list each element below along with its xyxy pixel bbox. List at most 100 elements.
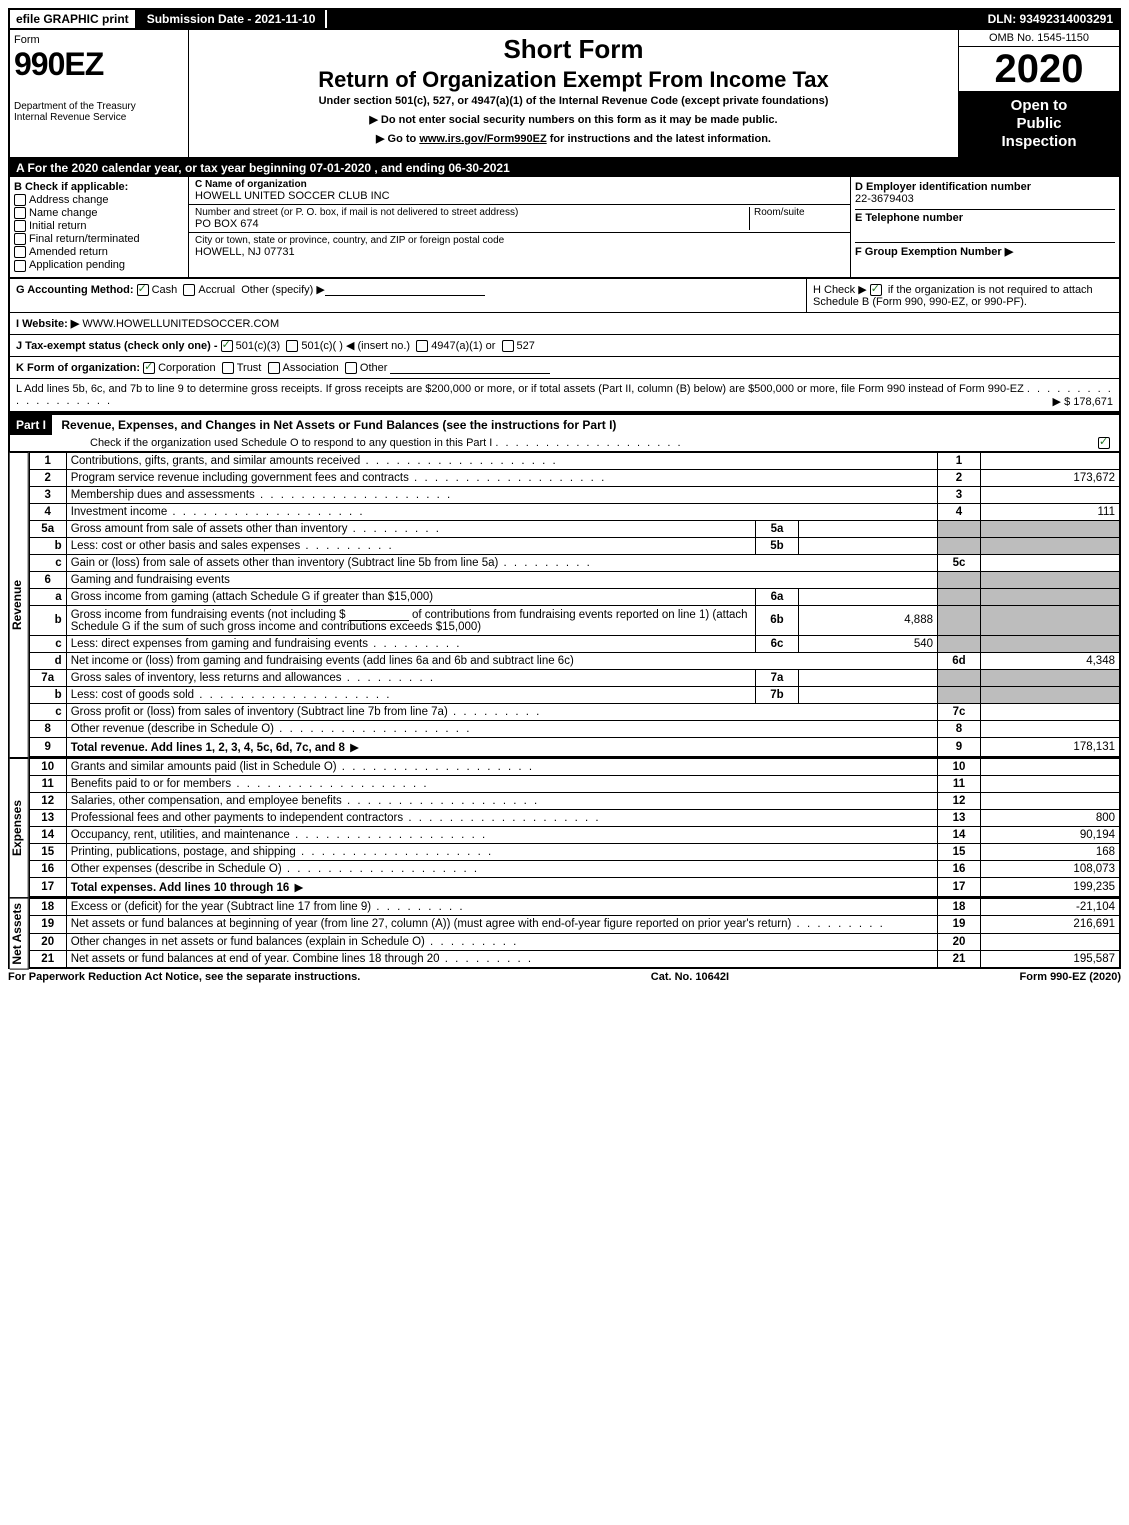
line-13: 13Professional fees and other payments t… bbox=[29, 809, 1120, 826]
grey-cell bbox=[938, 537, 981, 554]
check-address-change[interactable]: Address change bbox=[14, 194, 184, 206]
num: 12 bbox=[938, 792, 981, 809]
ln: 4 bbox=[29, 503, 66, 520]
irs-link[interactable]: www.irs.gov/Form990EZ bbox=[419, 133, 546, 145]
val: 173,672 bbox=[981, 469, 1121, 486]
desc: Less: cost or other basis and sales expe… bbox=[66, 537, 755, 554]
desc-text: Less: cost of goods sold bbox=[71, 689, 194, 701]
dots bbox=[300, 540, 394, 552]
row-l: L Add lines 5b, 6c, and 7b to line 9 to … bbox=[8, 379, 1121, 413]
checkbox-cash[interactable] bbox=[137, 284, 149, 296]
check-final-return[interactable]: Final return/terminated bbox=[14, 233, 184, 245]
val: 168 bbox=[981, 843, 1121, 860]
dots bbox=[403, 812, 600, 824]
checkbox-other-org[interactable] bbox=[345, 362, 357, 374]
grey-cell bbox=[938, 669, 981, 686]
ln: a bbox=[29, 588, 66, 605]
checkbox-501c[interactable] bbox=[286, 340, 298, 352]
mid-val: 540 bbox=[799, 635, 938, 652]
open-line2: Public bbox=[963, 115, 1115, 133]
checkbox-4947[interactable] bbox=[416, 340, 428, 352]
checkbox-trust[interactable] bbox=[222, 362, 234, 374]
grey-cell bbox=[981, 588, 1121, 605]
mid-val bbox=[799, 588, 938, 605]
ln: c bbox=[29, 554, 66, 571]
checkbox-assoc[interactable] bbox=[268, 362, 280, 374]
contrib-amount-input[interactable] bbox=[349, 608, 409, 621]
desc: Net assets or fund balances at end of ye… bbox=[66, 950, 937, 968]
opt-trust: Trust bbox=[237, 362, 262, 374]
top-bar: efile GRAPHIC print Submission Date - 20… bbox=[8, 8, 1121, 30]
other-org-input[interactable] bbox=[390, 361, 550, 374]
val bbox=[981, 758, 1121, 775]
check-app-pending[interactable]: Application pending bbox=[14, 259, 184, 271]
desc-text: Excess or (deficit) for the year (Subtra… bbox=[71, 901, 371, 913]
address-change-label: Address change bbox=[29, 194, 109, 206]
num: 9 bbox=[938, 737, 981, 757]
line-21: 21Net assets or fund balances at end of … bbox=[29, 950, 1120, 968]
h-text1: H Check ▶ bbox=[813, 284, 867, 296]
revenue-section: Revenue 1Contributions, gifts, grants, a… bbox=[8, 452, 1121, 758]
line-8: 8Other revenue (describe in Schedule O)8 bbox=[29, 720, 1120, 737]
org-address: PO BOX 674 bbox=[195, 218, 749, 230]
city-label: City or town, state or province, country… bbox=[195, 235, 844, 246]
efile-print-label[interactable]: efile GRAPHIC print bbox=[10, 10, 137, 28]
ln: 2 bbox=[29, 469, 66, 486]
ln: b bbox=[29, 537, 66, 554]
ln: 21 bbox=[29, 950, 66, 968]
check-initial-return[interactable]: Initial return bbox=[14, 220, 184, 232]
desc-text: Printing, publications, postage, and shi… bbox=[71, 846, 296, 858]
row-g-h: G Accounting Method: Cash Accrual Other … bbox=[8, 279, 1121, 313]
ein-value: 22-3679403 bbox=[855, 193, 1115, 205]
checkbox-icon[interactable] bbox=[14, 207, 26, 219]
desc: Excess or (deficit) for the year (Subtra… bbox=[66, 898, 937, 915]
checkbox-icon[interactable] bbox=[14, 194, 26, 206]
checkbox-icon[interactable] bbox=[14, 220, 26, 232]
grey-cell bbox=[981, 520, 1121, 537]
checkbox-accrual[interactable] bbox=[183, 284, 195, 296]
accrual-label: Accrual bbox=[198, 284, 235, 296]
dots bbox=[425, 936, 519, 948]
tax-year: 2020 bbox=[959, 47, 1119, 91]
other-label: Other (specify) ▶ bbox=[241, 284, 325, 296]
grey-cell bbox=[981, 605, 1121, 635]
website-value[interactable]: WWW.HOWELLUNITEDSOCCER.COM bbox=[82, 318, 279, 330]
line-7c: cGross profit or (loss) from sales of in… bbox=[29, 703, 1120, 720]
check-amended[interactable]: Amended return bbox=[14, 246, 184, 258]
val: -21,104 bbox=[981, 898, 1121, 915]
desc-text: Membership dues and assessments bbox=[71, 489, 255, 501]
checkbox-501c3[interactable] bbox=[221, 340, 233, 352]
checkbox-schedule-o[interactable] bbox=[1098, 437, 1110, 449]
grey-cell bbox=[981, 635, 1121, 652]
checkbox-icon[interactable] bbox=[14, 233, 26, 245]
org-name: HOWELL UNITED SOCCER CLUB INC bbox=[195, 190, 844, 202]
num: 5c bbox=[938, 554, 981, 571]
dots bbox=[274, 723, 471, 735]
row-k-org: K Form of organization: Corporation Trus… bbox=[8, 357, 1121, 379]
addr-label: Number and street (or P. O. box, if mail… bbox=[195, 207, 749, 218]
num: 1 bbox=[938, 452, 981, 469]
desc: Contributions, gifts, grants, and simila… bbox=[66, 452, 937, 469]
line-6d: dNet income or (loss) from gaming and fu… bbox=[29, 652, 1120, 669]
checkbox-schedule-b[interactable] bbox=[870, 284, 882, 296]
line-6c: cLess: direct expenses from gaming and f… bbox=[29, 635, 1120, 652]
checkbox-icon[interactable] bbox=[14, 246, 26, 258]
mid-val bbox=[799, 537, 938, 554]
check-name-change[interactable]: Name change bbox=[14, 207, 184, 219]
checkbox-icon[interactable] bbox=[14, 260, 26, 272]
num: 21 bbox=[938, 950, 981, 968]
checkbox-527[interactable] bbox=[502, 340, 514, 352]
val bbox=[981, 775, 1121, 792]
checkbox-corp[interactable] bbox=[143, 362, 155, 374]
city-box: City or town, state or province, country… bbox=[189, 233, 850, 260]
line-3: 3Membership dues and assessments3 bbox=[29, 486, 1120, 503]
goto-post: for instructions and the latest informat… bbox=[547, 133, 771, 145]
num: 18 bbox=[938, 898, 981, 915]
other-specify-input[interactable] bbox=[325, 283, 485, 296]
desc-text: Program service revenue including govern… bbox=[71, 472, 409, 484]
opt-501c: 501(c)( ) ◀ (insert no.) bbox=[301, 340, 410, 352]
ln: 13 bbox=[29, 809, 66, 826]
header-center: Short Form Return of Organization Exempt… bbox=[189, 30, 958, 157]
desc-text: Total expenses. Add lines 10 through 16 bbox=[71, 882, 290, 894]
cash-label: Cash bbox=[152, 284, 178, 296]
